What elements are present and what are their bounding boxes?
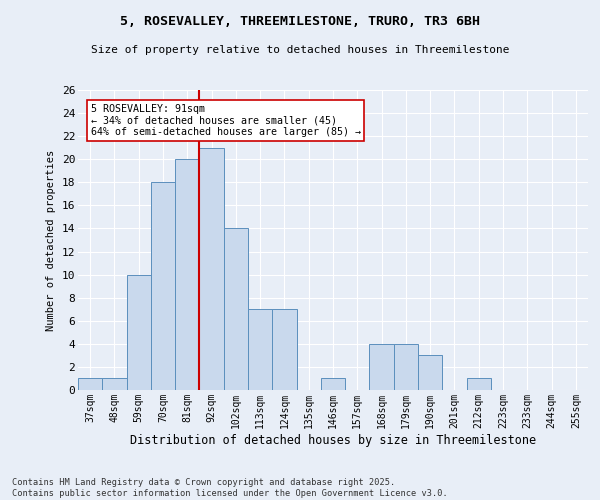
Y-axis label: Number of detached properties: Number of detached properties bbox=[46, 150, 56, 330]
Bar bbox=[248, 309, 272, 390]
Bar bbox=[272, 309, 296, 390]
Text: Size of property relative to detached houses in Threemilestone: Size of property relative to detached ho… bbox=[91, 45, 509, 55]
X-axis label: Distribution of detached houses by size in Threemilestone: Distribution of detached houses by size … bbox=[130, 434, 536, 446]
Bar bbox=[102, 378, 127, 390]
Bar bbox=[467, 378, 491, 390]
Bar bbox=[127, 274, 151, 390]
Bar bbox=[321, 378, 345, 390]
Bar bbox=[78, 378, 102, 390]
Text: Contains HM Land Registry data © Crown copyright and database right 2025.
Contai: Contains HM Land Registry data © Crown c… bbox=[12, 478, 448, 498]
Bar bbox=[394, 344, 418, 390]
Bar bbox=[418, 356, 442, 390]
Bar bbox=[199, 148, 224, 390]
Text: 5, ROSEVALLEY, THREEMILESTONE, TRURO, TR3 6BH: 5, ROSEVALLEY, THREEMILESTONE, TRURO, TR… bbox=[120, 15, 480, 28]
Bar bbox=[151, 182, 175, 390]
Bar bbox=[370, 344, 394, 390]
Bar bbox=[175, 159, 199, 390]
Bar bbox=[224, 228, 248, 390]
Text: 5 ROSEVALLEY: 91sqm
← 34% of detached houses are smaller (45)
64% of semi-detach: 5 ROSEVALLEY: 91sqm ← 34% of detached ho… bbox=[91, 104, 361, 137]
